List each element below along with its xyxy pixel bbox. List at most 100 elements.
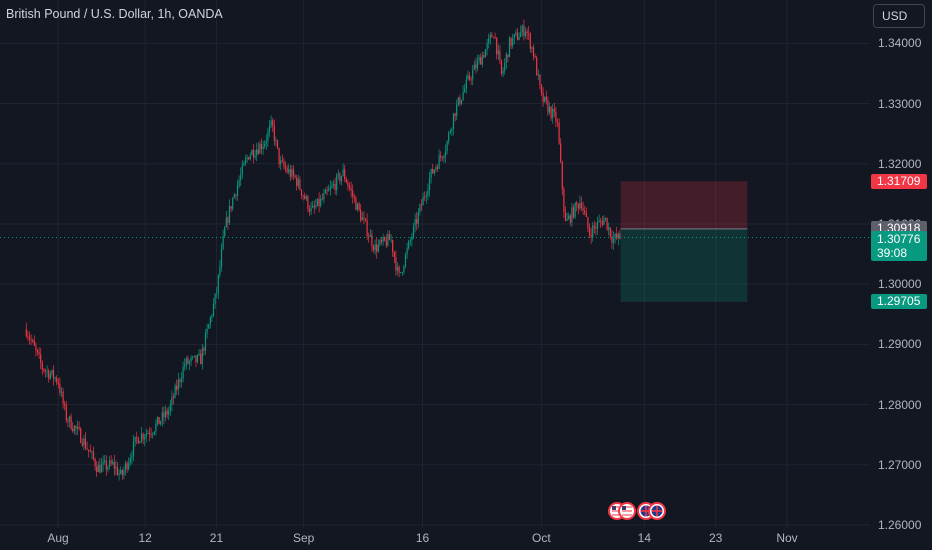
candle-body — [585, 212, 587, 217]
candle-body — [360, 209, 362, 221]
price-tick-label: 1.33000 — [878, 96, 922, 111]
candle-body — [313, 205, 315, 208]
candle-body — [537, 74, 539, 76]
candle-body — [382, 236, 384, 242]
candle-body — [312, 205, 314, 208]
candle-body — [112, 461, 114, 464]
candle-body — [168, 410, 170, 415]
candle-body — [259, 143, 261, 154]
candle-body — [182, 366, 184, 379]
uk-flag-icon[interactable] — [648, 502, 666, 520]
candle-body — [444, 151, 447, 157]
candle-body — [364, 218, 367, 221]
candle-body — [372, 246, 375, 251]
symbol-title[interactable]: British Pound / U.S. Dollar, 1h, OANDA — [6, 7, 223, 21]
price-tick-label: 1.26000 — [878, 517, 922, 532]
candle-body — [302, 195, 304, 197]
candle-body — [136, 436, 138, 438]
candle-body — [296, 177, 298, 186]
candle-body — [555, 111, 557, 122]
candle-body — [64, 403, 66, 406]
last-price-value: 1.30776 — [877, 232, 921, 247]
price-tick-label: 1.32000 — [878, 156, 922, 171]
candle-body — [320, 198, 322, 206]
candle-body — [464, 88, 466, 93]
candle-body — [92, 451, 95, 460]
candle-body — [449, 131, 451, 133]
candle-body — [40, 354, 42, 363]
candle-body — [451, 128, 453, 132]
candle-body — [408, 241, 410, 249]
candle-body — [198, 353, 200, 355]
time-axis[interactable] — [0, 528, 870, 550]
candle-body — [460, 99, 463, 105]
candle-body — [356, 203, 359, 210]
time-tick-label: 12 — [138, 531, 152, 545]
candle-body — [572, 207, 575, 218]
candle-body — [425, 195, 427, 197]
candle-body — [608, 227, 610, 230]
candle-body — [616, 233, 618, 239]
price-axis[interactable] — [870, 0, 932, 528]
candle-body — [132, 441, 135, 457]
candle-body — [488, 38, 490, 44]
chart-area[interactable] — [0, 0, 870, 528]
target-price-tag: 1.29705 — [871, 294, 927, 310]
candle-body — [260, 143, 263, 149]
candle-body — [358, 203, 360, 210]
candle-body — [219, 266, 221, 275]
candle-body — [398, 266, 400, 273]
candle-body — [374, 244, 376, 251]
price-chart[interactable] — [0, 0, 870, 528]
candle-body — [475, 64, 477, 69]
candle-body — [120, 469, 122, 474]
candle-body — [292, 169, 295, 176]
candle-body — [246, 157, 248, 160]
candle-body — [462, 92, 464, 100]
candle-body — [187, 358, 189, 364]
candle-body — [49, 373, 51, 379]
time-tick-label: 16 — [415, 531, 430, 545]
candle-body — [276, 139, 279, 148]
candle-body — [193, 355, 195, 357]
candle-body — [28, 336, 31, 340]
candle-body — [432, 168, 434, 174]
candle-body — [556, 121, 559, 123]
candle-body — [324, 190, 327, 194]
candle-body — [33, 340, 35, 346]
us-flag-icon[interactable] — [618, 502, 636, 520]
candle-body — [224, 227, 226, 236]
time-tick-label: 21 — [209, 531, 224, 545]
candle-body — [547, 100, 549, 113]
candle-body — [603, 218, 605, 225]
candle-body — [267, 131, 269, 141]
candle-body — [376, 244, 378, 252]
candle-body — [222, 235, 224, 250]
candle-body — [568, 215, 570, 219]
candle-body — [531, 47, 533, 49]
candle-body — [355, 198, 357, 210]
candle-body — [521, 25, 523, 33]
candle-body — [65, 405, 67, 421]
candle-body — [494, 37, 496, 39]
candle-body — [51, 369, 53, 374]
candle-body — [273, 125, 275, 141]
candle-body — [508, 37, 511, 58]
candle-body — [528, 32, 530, 34]
candle-body — [278, 147, 280, 165]
candle-body — [596, 222, 599, 229]
candle-body — [166, 410, 168, 415]
candle-body — [560, 143, 562, 162]
candle-body — [600, 220, 602, 222]
candle-body — [457, 97, 459, 105]
candle-body — [472, 70, 474, 80]
candle-body — [392, 239, 394, 253]
currency-button[interactable]: USD — [873, 4, 925, 28]
candle-body — [241, 165, 243, 175]
candle-body — [316, 198, 319, 206]
candle-body — [214, 293, 216, 304]
candle-body — [137, 437, 139, 444]
candle-body — [435, 167, 437, 170]
candle-body — [75, 426, 77, 429]
candle-body — [497, 50, 499, 55]
